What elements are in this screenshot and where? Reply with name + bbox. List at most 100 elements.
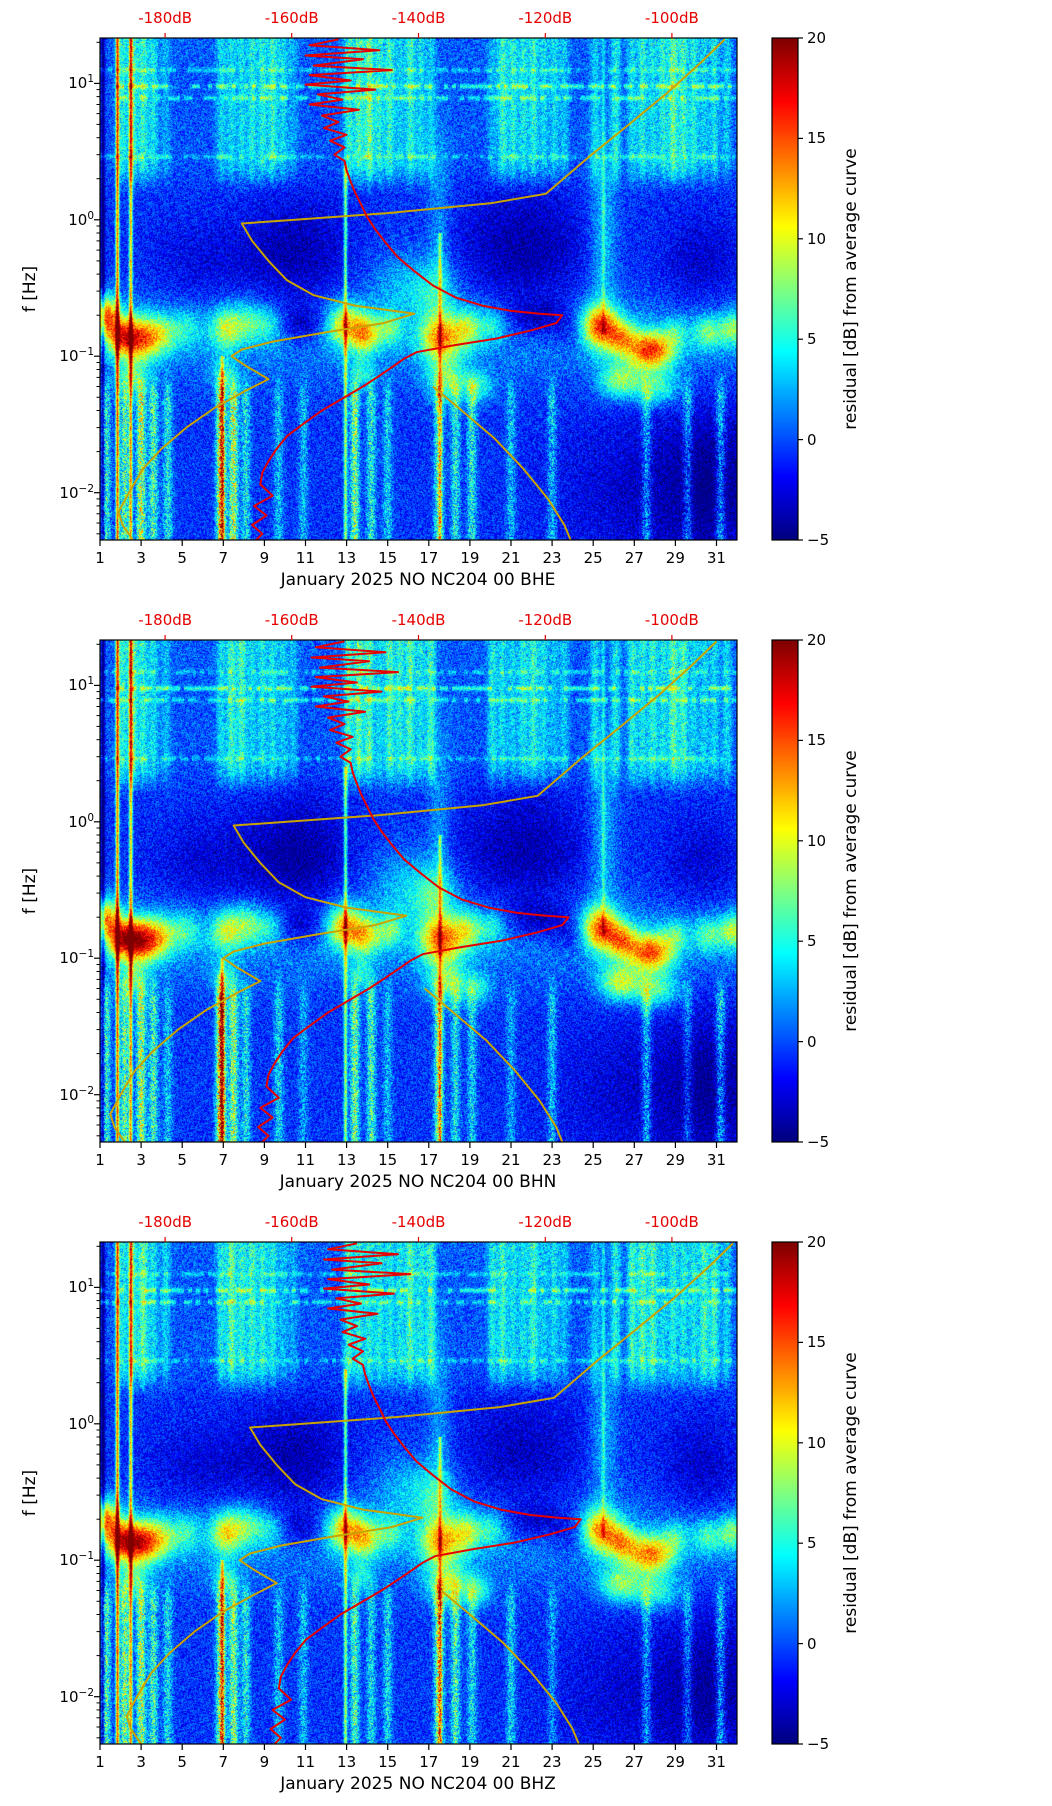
colorbar-tick-label: 15	[807, 129, 827, 148]
colorbar-tick-label: 20	[807, 631, 827, 649]
colorbar-label: residual [dB] from average curve	[841, 1352, 861, 1634]
x-tick-label: 9	[259, 549, 270, 567]
spectrogram-figure-bhn: -180dB -160dB -140dB -120dB -100dB 1 3 5 7 9 11 13 1…	[0, 602, 1052, 1204]
x-tick-label: 19	[460, 1151, 480, 1169]
y-tick-label: 10−2	[59, 1084, 94, 1104]
x-tick-label: 15	[378, 549, 398, 567]
x-tick-label: 23	[542, 549, 562, 567]
colorbar-tick-label: 5	[807, 330, 817, 349]
colorbar-tick-label: −5	[807, 1133, 830, 1151]
x-axis-label: January 2025 NO NC204 00 BHE	[280, 570, 556, 590]
x-tick-label: 15	[378, 1753, 398, 1771]
x-tick-label: 5	[177, 1753, 187, 1771]
x-tick-label: 1	[95, 1151, 105, 1169]
average-curve	[440, 1589, 580, 1744]
y-tick-label: 10−1	[59, 346, 94, 366]
colorbar-tick-label: 5	[807, 1534, 817, 1553]
colorbar-tick-label: 15	[807, 1333, 827, 1352]
spectrogram-canvas	[100, 640, 737, 1142]
colorbar-gradient	[772, 640, 798, 1142]
top-axis-tick-label: -100dB	[644, 9, 699, 27]
top-axis-tick-label: -180dB	[138, 1213, 193, 1231]
x-tick-label: 13	[337, 1753, 357, 1771]
colorbar-tick-label: 0	[807, 1032, 817, 1051]
average-curve	[424, 987, 564, 1142]
x-tick-label: 7	[218, 1151, 229, 1169]
average-curve	[125, 1242, 734, 1744]
y-tick-label: 100	[68, 209, 94, 229]
colorbar-gradient	[772, 1242, 798, 1744]
x-tick-label: 25	[583, 1753, 603, 1771]
colorbar-tick-label: 10	[807, 1433, 827, 1452]
colorbar-tick-label: 15	[807, 731, 827, 750]
colorbar-label: residual [dB] from average curve	[841, 148, 861, 430]
y-tick-label: 10−2	[59, 482, 94, 502]
x-tick-label: 13	[337, 549, 357, 567]
top-axis-tick-label: -160dB	[264, 611, 319, 629]
axes-overlay	[94, 1237, 803, 1750]
top-axis-tick-label: -120dB	[518, 1213, 573, 1231]
top-axis-tick-label: -160dB	[264, 1213, 319, 1231]
top-axis-tick-label: -120dB	[518, 611, 573, 629]
colorbar-tick-label: 20	[807, 1233, 827, 1251]
top-axis-tick-label: -140dB	[391, 1213, 446, 1231]
colorbar-tick-label: 20	[807, 29, 827, 47]
colorbar-tick-label: 10	[807, 831, 827, 850]
x-tick-label: 17	[419, 1151, 439, 1169]
y-axis-label: f [Hz]	[20, 867, 40, 915]
x-axis-label: January 2025 NO NC204 00 BHZ	[280, 1774, 556, 1794]
y-tick-label: 10−1	[59, 1550, 94, 1570]
x-tick-label: 5	[177, 1151, 187, 1169]
x-tick-label: 23	[542, 1151, 562, 1169]
average-curve	[269, 1242, 582, 1744]
y-axis-label: f [Hz]	[20, 1469, 40, 1517]
x-tick-label: 3	[136, 1151, 146, 1169]
top-axis-tick-label: -140dB	[391, 611, 446, 629]
y-tick-label: 10−1	[59, 948, 94, 968]
x-tick-label: 15	[378, 1151, 398, 1169]
x-tick-label: 25	[583, 1151, 603, 1169]
x-tick-label: 29	[665, 1753, 685, 1771]
x-tick-label: 11	[295, 549, 316, 567]
spectrogram-figure-bhe: -180dB -160dB -140dB -120dB -100dB 1 3 5 7 9 11 13 1…	[0, 0, 1052, 602]
x-tick-label: 11	[295, 1151, 316, 1169]
y-axis-label: f [Hz]	[20, 265, 40, 313]
top-axis-tick-label: -100dB	[644, 611, 699, 629]
x-tick-label: 17	[419, 549, 439, 567]
top-axis-tick-label: -140dB	[391, 9, 446, 27]
x-tick-label: 9	[259, 1753, 270, 1771]
average-curve	[109, 640, 718, 1142]
x-tick-label: 3	[136, 549, 146, 567]
axes-overlay	[94, 33, 803, 546]
average-curve	[257, 640, 570, 1142]
y-tick-label: 100	[68, 1413, 94, 1433]
x-tick-label: 25	[583, 549, 603, 567]
x-tick-label: 9	[259, 1151, 270, 1169]
colorbar-tick-label: 5	[807, 932, 817, 951]
y-tick-label: 101	[68, 73, 94, 93]
x-tick-label: 11	[295, 1753, 316, 1771]
average-curve	[432, 385, 572, 540]
x-tick-label: 17	[419, 1753, 439, 1771]
x-tick-label: 27	[624, 1151, 644, 1169]
top-axis-tick-label: -180dB	[138, 611, 193, 629]
x-tick-label: 21	[501, 549, 521, 567]
x-tick-label: 19	[460, 549, 480, 567]
x-tick-label: 19	[460, 1753, 480, 1771]
x-tick-label: 31	[706, 549, 726, 567]
x-tick-label: 5	[177, 549, 187, 567]
y-tick-label: 101	[68, 675, 94, 695]
colorbar-tick-label: 10	[807, 229, 827, 248]
x-tick-label: 1	[95, 549, 105, 567]
x-tick-label: 7	[218, 1753, 229, 1771]
colorbar-tick-label: 0	[807, 430, 817, 449]
colorbar-tick-label: 0	[807, 1634, 817, 1653]
x-tick-label: 21	[501, 1151, 521, 1169]
spectrogram-canvas	[100, 1242, 737, 1744]
y-tick-label: 101	[68, 1277, 94, 1297]
top-axis-tick-label: -120dB	[518, 9, 573, 27]
average-curve	[117, 38, 726, 540]
top-axis-tick-label: -160dB	[264, 9, 319, 27]
x-tick-label: 7	[218, 549, 229, 567]
